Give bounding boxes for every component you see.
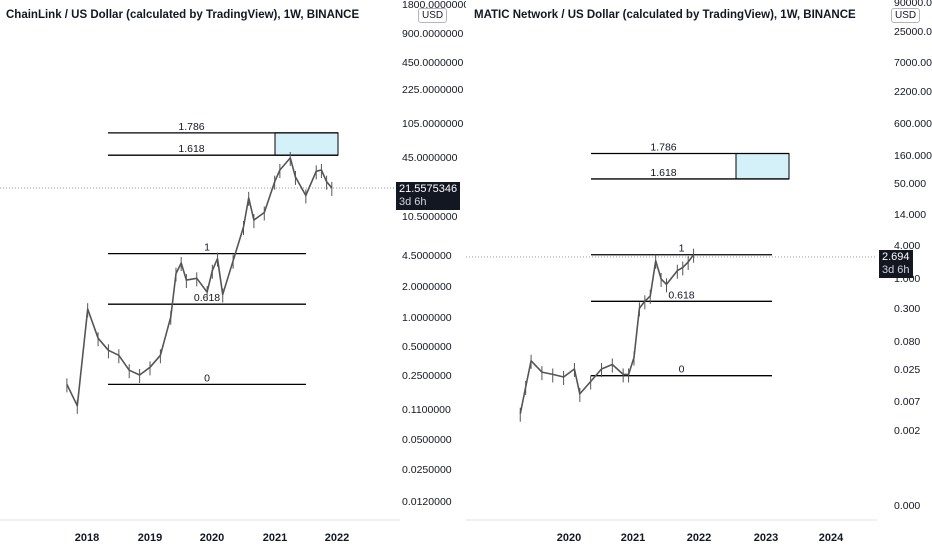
fib-level-label: 1 [204,242,210,254]
x-tick-label: 2018 [75,532,99,544]
y-tick-label: 0.007 [894,396,920,408]
x-tick-label: 2021 [621,532,645,544]
fib-level-label: 0.618 [668,289,694,301]
fib-level-label: 1 [679,243,685,255]
y-tick-label: 105.0000000 [402,118,463,130]
y-tick-label: 4.5000000 [402,250,452,262]
y-tick-label: 0.1100000 [402,404,451,416]
chart-pane-left[interactable]: 1800.0000000 900.0000000 450.0000000 225.00… [0,0,466,550]
fib-target-box [735,153,790,180]
fib-level-label: 0 [204,372,210,384]
y-tick-label: 450.0000000 [402,57,463,69]
x-tick-label: 2022 [325,532,349,544]
x-tick-label: 2024 [819,532,844,544]
y-tick-label: 225.0000000 [402,84,463,96]
y-tick-label: 0.2500000 [402,370,452,382]
chart-title: MATIC Network / US Dollar (calculated by… [474,9,856,21]
chart-pane-right[interactable]: 90000.000 25000.000 7000.000 2200.000 600.00… [466,0,932,550]
y-tick-label: 0.300 [894,303,920,315]
x-tick-label: 2020 [200,532,224,544]
fib-level-label: 1.786 [178,121,204,133]
y-tick-label: 45.0000000 [402,152,458,164]
price-axis [400,0,466,550]
y-tick-label: 0.002 [894,425,920,437]
fib-level-label: 1.786 [650,142,676,154]
last-price-tag: 21.5575346 3d 6h [396,182,461,210]
chart-canvas-right[interactable]: 90000.000 25000.000 7000.000 2200.000 600.00… [466,0,932,550]
y-tick-label: 7000.000 [894,57,932,69]
y-tick-label: 900.0000000 [402,28,463,40]
y-tick-label: 0.5000000 [402,341,452,353]
last-price-tag: 2.694 3d 6h [879,250,913,278]
x-tick-label: 2020 [557,532,581,544]
y-tick-label: 0.0250000 [402,464,452,476]
y-tick-label: 0.000 [894,500,920,512]
y-tick-label: 0.080 [894,336,920,348]
y-tick-label: 10.5000000 [402,211,458,223]
y-tick-label: 600.000 [894,118,932,130]
y-tick-label: 0.0120000 [402,496,452,508]
y-tick-label: 1.0000000 [402,312,452,324]
fib-level-label: 1.618 [178,143,204,155]
fib-target-box [274,132,339,156]
currency-badge[interactable]: USD [891,8,921,23]
y-tick-label: 4.000 [894,240,920,252]
x-tick-label: 2019 [138,532,162,544]
y-tick-label: 14.000 [894,209,926,221]
y-tick-label: 0.0500000 [402,434,452,446]
last-price-value: 2.694 [882,251,910,263]
x-tick-label: 2023 [754,532,778,544]
last-price-value: 21.5575346 [399,183,458,195]
y-tick-label: 90000.000 [894,0,932,9]
price-series-line [66,157,333,407]
price-series-line [519,254,695,414]
bar-countdown: 3d 6h [399,196,427,208]
y-tick-label: 0.025 [894,364,920,376]
chart-title: ChainLink / US Dollar (calculated by Tra… [6,9,360,21]
fib-level-label: 1.618 [650,167,676,179]
y-tick-label: 160.000 [894,150,932,162]
x-tick-label: 2021 [263,532,287,544]
y-tick-label: 1800.0000000 [402,0,466,11]
x-tick-label: 2022 [687,532,711,544]
y-tick-label: 2.0000000 [402,281,452,293]
chart-canvas-left[interactable]: 1800.0000000 900.0000000 450.0000000 225.00… [0,0,466,550]
fib-level-label: 0 [679,364,685,376]
bar-countdown: 3d 6h [882,264,910,276]
currency-badge[interactable]: USD [418,8,448,23]
y-tick-label: 2200.000 [894,86,932,98]
y-tick-label: 25000.000 [894,26,932,38]
y-tick-label: 50.000 [894,178,926,190]
